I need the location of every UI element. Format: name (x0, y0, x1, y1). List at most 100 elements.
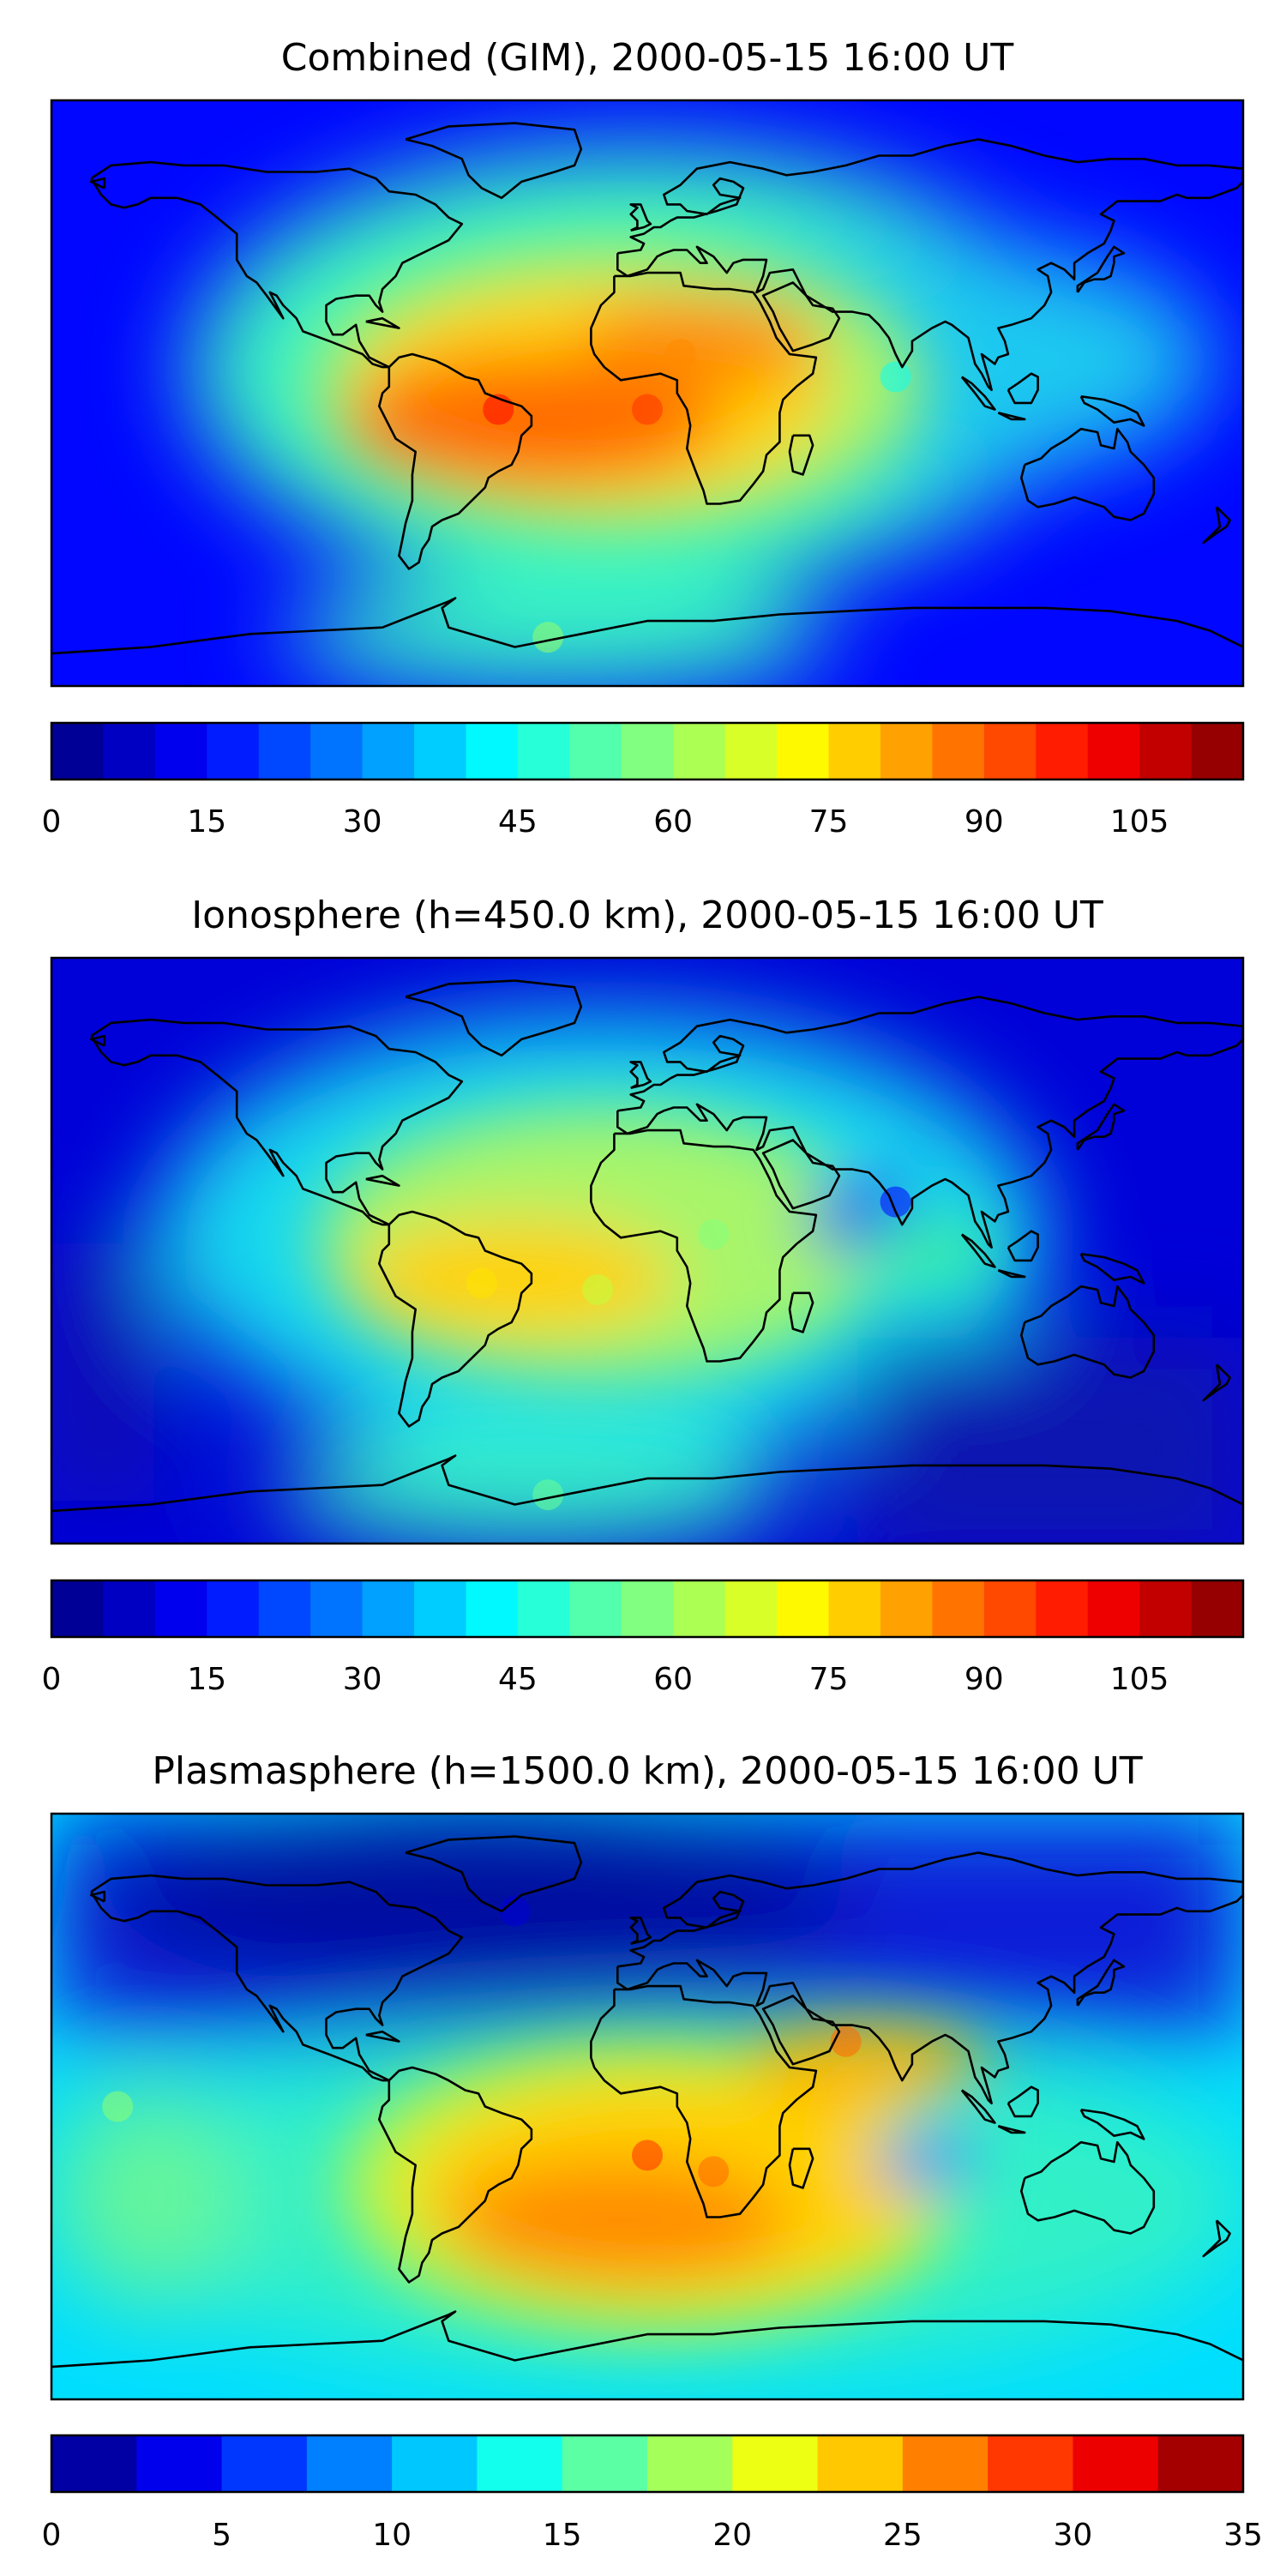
colorbar-tick-label: 10 (372, 2518, 412, 2553)
colorbar-segment (154, 1580, 207, 1637)
panel-title: Combined (GIM), 2000-05-15 16:00 UT (281, 36, 1014, 80)
colorbar-segment (466, 1580, 519, 1637)
colorbar-segment (1139, 1580, 1193, 1637)
colorbar-tick-label: 105 (1110, 804, 1169, 840)
colorbar-segment (51, 2435, 137, 2492)
coastline (377, 352, 533, 570)
colorbar-segment (477, 2435, 563, 2492)
colorbar-tick-label: 60 (653, 804, 693, 840)
colorbar-segment (569, 723, 622, 779)
coastline (1076, 1959, 1126, 2007)
coastline (590, 1984, 818, 2218)
colorbar-segment (221, 2435, 308, 2492)
coastline (90, 177, 106, 190)
coastline (377, 2066, 533, 2284)
colorbar-segment (258, 723, 311, 779)
colorbar-segment (569, 1580, 622, 1637)
colorbar-segment (466, 723, 519, 779)
field-extremum (632, 394, 663, 425)
colorbar-segment (562, 2435, 648, 2492)
colorbar-segment (983, 723, 1037, 779)
colorbar-segment (724, 1580, 778, 1637)
colorbar-segment (51, 723, 105, 779)
colorbar-segment (310, 723, 364, 779)
colorbar-segment (517, 723, 570, 779)
coastline (997, 1269, 1026, 1279)
colorbar-frame (50, 2434, 1245, 2494)
colorbar-tick-label: 90 (964, 804, 1004, 840)
coastline (1079, 1253, 1145, 1285)
colorbar-segment (621, 723, 674, 779)
colorbar-segment (1087, 1580, 1140, 1637)
colorbar-segment (310, 1580, 364, 1637)
coastline (1020, 427, 1156, 521)
field-extremum (532, 1479, 564, 1511)
colorbar-tick-label: 90 (964, 1662, 1004, 1697)
colorbar-segment (1191, 1580, 1244, 1637)
coastline (616, 1851, 1243, 2104)
field-extremum (632, 2140, 663, 2171)
colorbar-segment (621, 1580, 674, 1637)
coastline (629, 1917, 652, 1946)
coastline (90, 1034, 106, 1047)
colorbar-ticks: 0 15 30 45 60 75 90 105 (42, 804, 1169, 840)
coastline (1076, 1103, 1126, 1151)
colorbar-segment (817, 2435, 904, 2492)
colorbar-tick-label: 15 (187, 1662, 226, 1697)
colorbar-segment (932, 723, 985, 779)
colorbar-segment (362, 1580, 415, 1637)
colorbar (51, 2435, 1244, 2492)
colorbar-segment (1073, 2435, 1159, 2492)
colorbar-segment (902, 2435, 989, 2492)
coastlines (51, 979, 1243, 1513)
colorbar-segment (1157, 2435, 1244, 2492)
colorbar-segment (777, 1580, 830, 1637)
colorbar-tick-label: 105 (1110, 1662, 1169, 1697)
map-frame (50, 1812, 1245, 2401)
coastline (51, 1454, 1243, 1513)
colorbar-segment (732, 2435, 819, 2492)
colorbar-tick-label: 45 (498, 804, 538, 840)
colorbar-segment (880, 723, 933, 779)
map-frame (50, 99, 1245, 688)
coastline (405, 122, 583, 200)
colorbar-segment (392, 2435, 478, 2492)
coastline (590, 1129, 818, 1363)
coastline (788, 2147, 814, 2189)
colorbar-segment (1087, 723, 1140, 779)
coastline (365, 1174, 400, 1187)
colorbar-segment (362, 723, 415, 779)
coastline (1202, 1363, 1231, 1402)
colorbar-tick-label: 35 (1223, 2518, 1263, 2553)
field-extrema (466, 1186, 911, 1511)
field-map (51, 958, 1243, 1544)
coastline (1007, 2085, 1039, 2118)
colorbar-tick-label: 0 (42, 804, 62, 840)
field-extremum (582, 1274, 614, 1305)
coastline (1202, 506, 1231, 545)
panel-title: Ionosphere (h=450.0 km), 2000-05-15 16:0… (191, 894, 1103, 937)
coastline (960, 2089, 996, 2124)
colorbar-segment (828, 723, 881, 779)
coastline (1076, 245, 1126, 293)
coastline (405, 979, 583, 1057)
coastline (1202, 2219, 1231, 2258)
colorbar-tick-label: 15 (187, 804, 226, 840)
panel-title: Plasmasphere (h=1500.0 km), 2000-05-15 1… (152, 1749, 1142, 1793)
colorbar-tick-label: 45 (498, 1662, 538, 1697)
colorbar-segment (647, 2435, 733, 2492)
coastline (90, 1018, 464, 1226)
field-extremum (466, 1267, 497, 1299)
colorbar-frame (50, 1579, 1245, 1639)
field-extremum (664, 339, 696, 370)
panel-combined: Combined (GIM), 2000-05-15 16:00 UT (42, 36, 1245, 840)
colorbar-segment (517, 1580, 570, 1637)
colorbar-tick-label: 75 (809, 804, 849, 840)
coastline (365, 316, 400, 329)
colorbar-tick-label: 30 (343, 1662, 382, 1697)
colorbar-segment (673, 1580, 726, 1637)
coastline (1007, 372, 1039, 405)
coastlines (51, 122, 1243, 655)
